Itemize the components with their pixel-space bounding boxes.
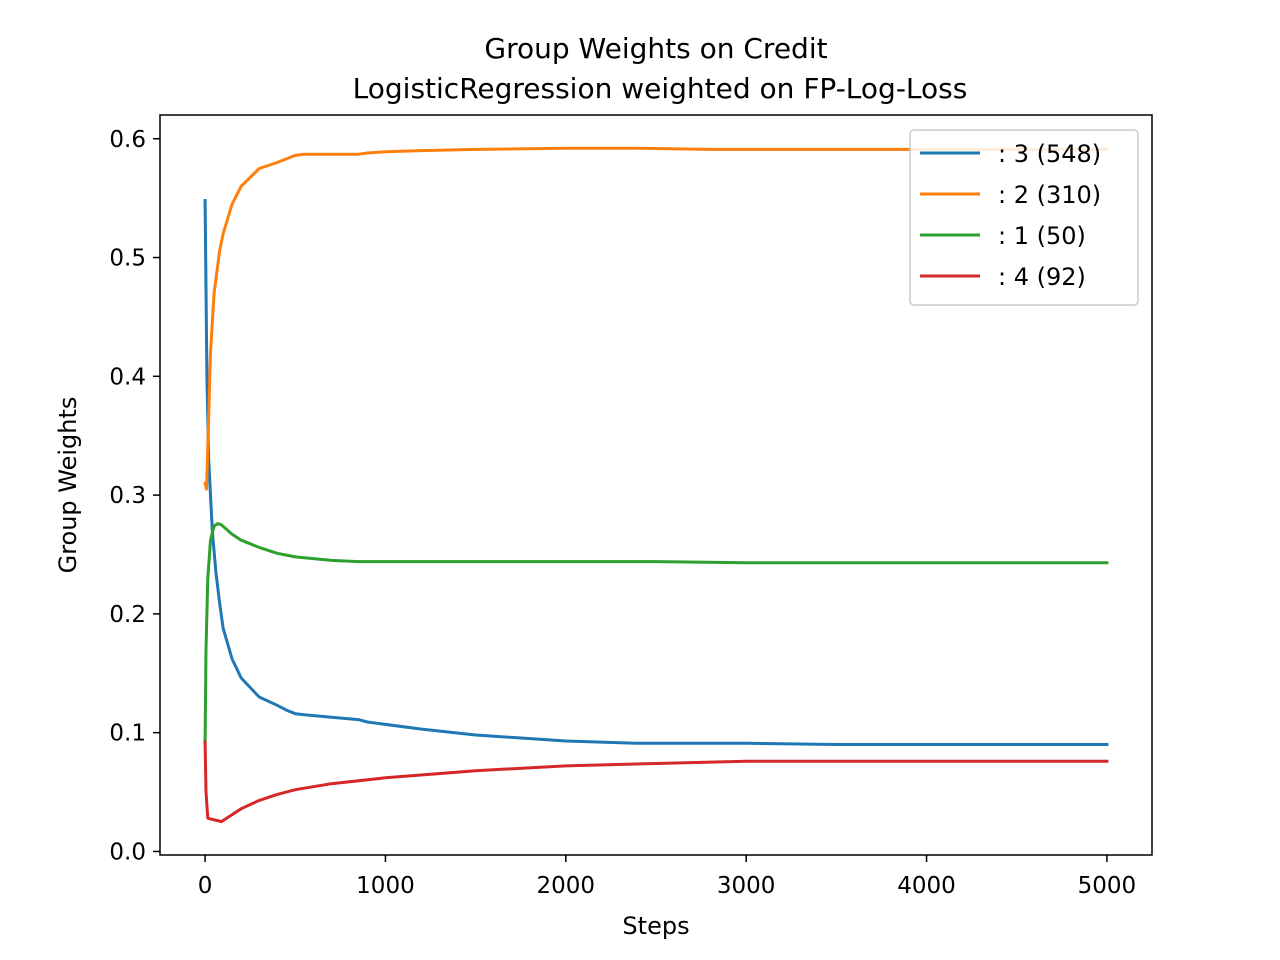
x-axis: 0 1000 2000 3000 4000 5000 [198, 855, 1136, 899]
legend-label: : 4 (92) [998, 263, 1086, 291]
y-tick-label: 0.5 [109, 246, 146, 272]
legend: : 3 (548) : 2 (310) : 1 (50) : 4 (92) [909, 129, 1139, 306]
y-tick-label: 0.4 [109, 364, 146, 390]
x-tick-label: 4000 [897, 873, 956, 899]
y-tick-label: 0.6 [109, 127, 146, 153]
series-line-1 [203, 198, 1109, 746]
legend-label: : 2 (310) [998, 181, 1101, 209]
y-tick-label: 0.1 [109, 721, 146, 747]
x-tick-label: 5000 [1078, 873, 1137, 899]
y-axis-label: Group Weights [54, 397, 82, 574]
series-line-3 [203, 522, 1109, 744]
x-axis-label: Steps [622, 912, 689, 940]
series-line-4 [203, 740, 1109, 824]
x-tick-label: 3000 [717, 873, 776, 899]
x-tick-label: 2000 [537, 873, 596, 899]
plot-area [203, 146, 1109, 824]
y-axis: 0.0 0.1 0.2 0.3 0.4 0.5 0.6 [109, 127, 160, 865]
chart-subtitle: LogisticRegression weighted on FP-Log-Lo… [353, 72, 968, 105]
chart-title: Group Weights on Credit [484, 32, 827, 65]
series-line-2 [203, 146, 1109, 491]
x-tick-label: 0 [198, 873, 213, 899]
legend-box [909, 129, 1139, 306]
legend-label: : 3 (548) [998, 140, 1101, 168]
y-tick-label: 0.3 [109, 483, 146, 509]
x-tick-label: 1000 [356, 873, 415, 899]
legend-label: : 1 (50) [998, 222, 1086, 250]
axes-frame [159, 114, 1153, 856]
y-tick-label: 0.2 [109, 602, 146, 628]
y-tick-label: 0.0 [109, 839, 146, 865]
